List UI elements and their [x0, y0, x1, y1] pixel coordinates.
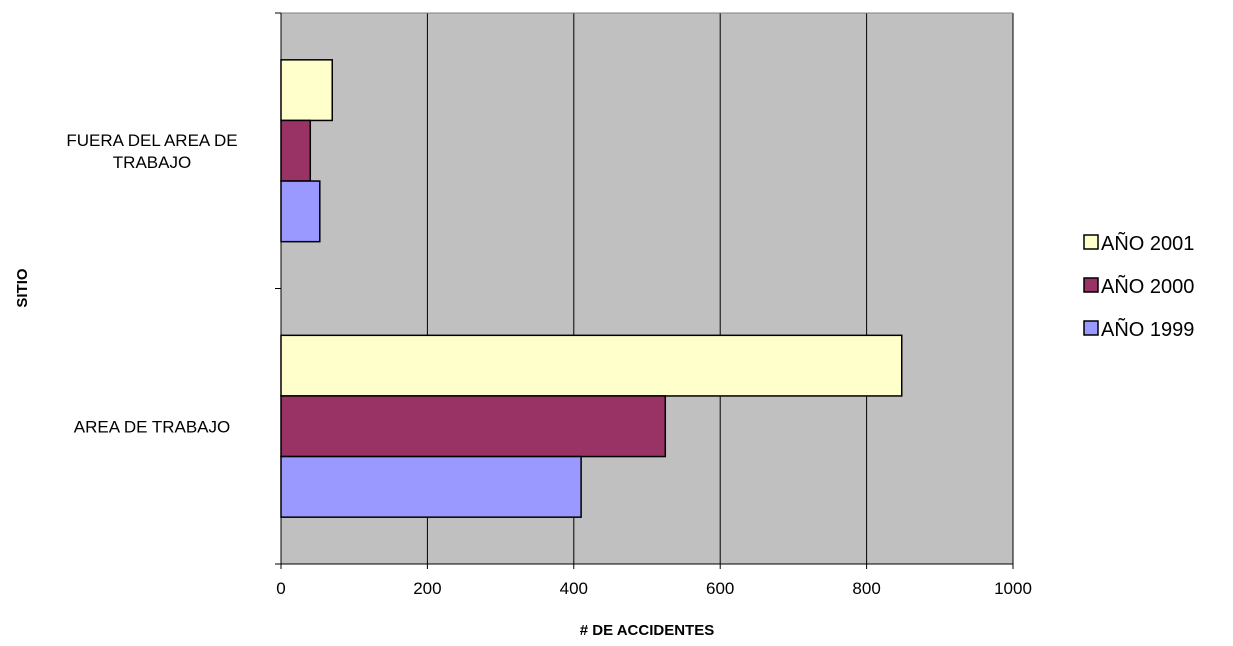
- bar: [280, 59, 333, 122]
- tick-labels: 0 200 400 600 800 1000 FUERA DEL AREA DE TRABAJ…: [66, 131, 1032, 598]
- axes: [275, 12, 1014, 569]
- legend-swatch: [1083, 234, 1099, 250]
- bars: [280, 59, 903, 518]
- x-tick-label: 800: [852, 579, 880, 598]
- bar: [280, 395, 667, 458]
- x-tick-label: 600: [706, 579, 734, 598]
- y-category-label: AREA DE TRABAJO: [74, 417, 231, 436]
- y-axis-title: SITIO: [14, 268, 31, 308]
- x-tick-label: 0: [276, 579, 285, 598]
- y-category-label: FUERA DEL AREA DE: [66, 131, 237, 150]
- x-tick-label: 400: [560, 579, 588, 598]
- x-tick-label: 200: [413, 579, 441, 598]
- y-category-label: TRABAJO: [113, 153, 191, 172]
- legend-label: AÑO 2000: [1101, 274, 1194, 298]
- legend-label: AÑO 1999: [1101, 317, 1194, 341]
- bar: [280, 455, 582, 518]
- x-tick-label: 1000: [994, 579, 1032, 598]
- legend-swatch: [1083, 320, 1099, 336]
- x-axis-title: # DE ACCIDENTES: [580, 622, 714, 639]
- bar: [280, 180, 321, 243]
- legend-swatch: [1083, 277, 1099, 293]
- bar: [280, 334, 903, 397]
- legend: AÑO 2001 AÑO 2000 AÑO 1999: [1083, 231, 1194, 341]
- bar: [280, 119, 312, 182]
- legend-label: AÑO 2001: [1101, 231, 1194, 255]
